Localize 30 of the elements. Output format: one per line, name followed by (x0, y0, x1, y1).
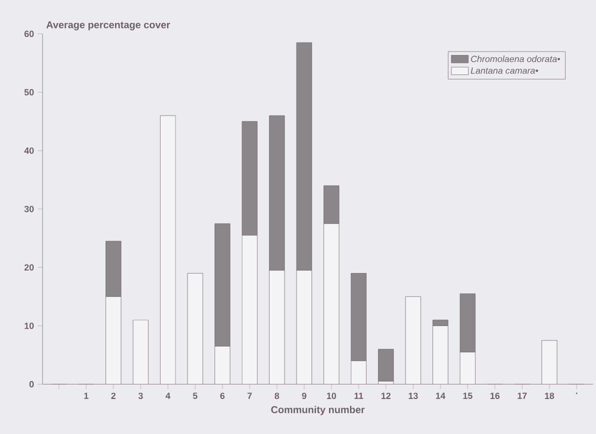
legend-label: Chromolaena odorata• (471, 56, 560, 62)
legend-label: Lantana camara• (470, 68, 538, 74)
x-tick-label: 4 (166, 392, 170, 399)
x-tick-label: . (576, 392, 578, 394)
x-tick-label: 7 (248, 392, 252, 399)
y-tick-label: 30 (24, 206, 34, 212)
y-axis-title: Average percentage cover (46, 21, 170, 30)
y-tick-label: 50 (24, 89, 34, 96)
y-tick-label: 20 (24, 264, 34, 271)
x-tick-label: 3 (138, 392, 143, 400)
x-tick-label: 18 (545, 392, 554, 400)
x-tick-label: 5 (192, 392, 198, 399)
x-tick-label: 2 (111, 392, 116, 399)
x-tick-label: 10 (327, 392, 336, 400)
x-tick-label: 11 (354, 392, 364, 399)
x-tick-label: 12 (382, 392, 391, 399)
x-tick-label: 9 (302, 392, 306, 400)
y-tick-label: 60 (24, 30, 34, 38)
x-tick-label: 16 (490, 392, 500, 400)
x-tick-label: 15 (463, 392, 472, 399)
x-tick-label: 13 (408, 392, 418, 400)
y-tick-label: 0 (29, 381, 34, 388)
y-tick-label: 40 (24, 147, 34, 154)
x-axis-title: Community number (271, 406, 365, 416)
x-tick-label: 6 (220, 392, 225, 400)
x-tick-label: 17 (518, 392, 527, 399)
x-tick-label: 14 (436, 392, 446, 399)
y-tick-label: 10 (24, 322, 34, 329)
x-tick-label: 1 (84, 392, 88, 399)
x-tick-label: 8 (274, 392, 280, 400)
